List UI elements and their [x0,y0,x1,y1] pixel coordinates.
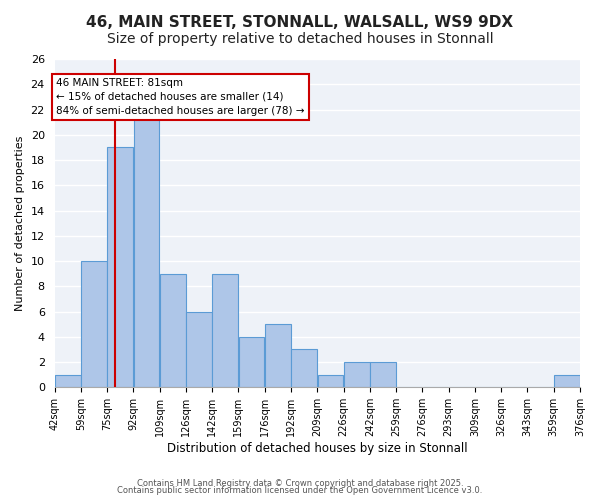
Bar [370,362,396,388]
Bar [265,324,291,388]
Bar [134,110,160,388]
Bar [239,337,265,388]
Bar [186,312,212,388]
Bar [212,274,238,388]
Bar [291,350,317,388]
X-axis label: Distribution of detached houses by size in Stonnall: Distribution of detached houses by size … [167,442,467,455]
Bar [81,261,107,388]
Text: 46, MAIN STREET, STONNALL, WALSALL, WS9 9DX: 46, MAIN STREET, STONNALL, WALSALL, WS9 … [86,15,514,30]
Bar [317,374,343,388]
Bar [160,274,185,388]
Text: Size of property relative to detached houses in Stonnall: Size of property relative to detached ho… [107,32,493,46]
Bar [107,148,133,388]
Bar [55,374,80,388]
Bar [554,374,580,388]
Bar [344,362,370,388]
Text: 46 MAIN STREET: 81sqm
← 15% of detached houses are smaller (14)
84% of semi-deta: 46 MAIN STREET: 81sqm ← 15% of detached … [56,78,305,116]
Text: Contains public sector information licensed under the Open Government Licence v3: Contains public sector information licen… [118,486,482,495]
Y-axis label: Number of detached properties: Number of detached properties [15,136,25,311]
Text: Contains HM Land Registry data © Crown copyright and database right 2025.: Contains HM Land Registry data © Crown c… [137,478,463,488]
